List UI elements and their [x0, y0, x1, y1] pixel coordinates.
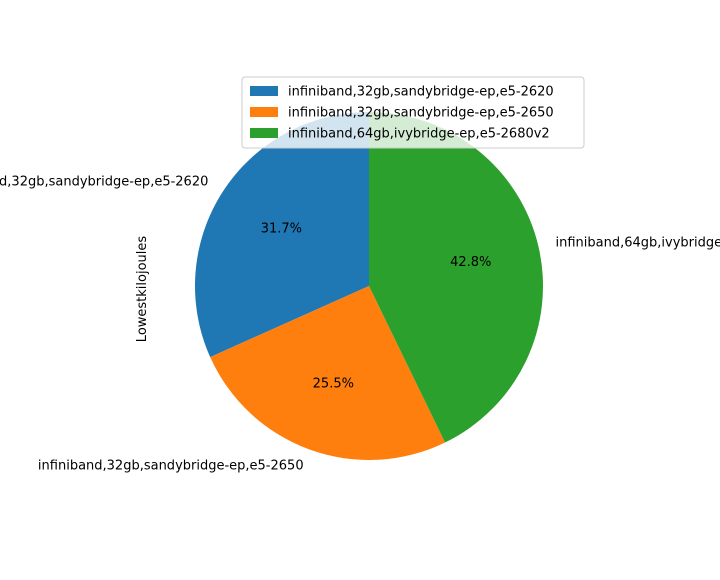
- legend-frame: [241, 76, 585, 149]
- slice-label: infiniband,32gb,sandybridge-ep,e5-2650: [38, 458, 304, 473]
- slice-labels: infiniband,32gb,sandybridge-ep,e5-2620 in…: [0, 174, 720, 473]
- percent-label: 42.8%: [450, 255, 491, 270]
- legend-entry: infiniband,32gb,sandybridge-ep,e5-2620: [288, 85, 554, 100]
- percent-label: 31.7%: [261, 222, 302, 237]
- pie-slice-3: [369, 112, 543, 443]
- y-axis-label: Lowestkilojoules: [135, 236, 150, 343]
- percent-label: 25.5%: [313, 377, 354, 392]
- legend-swatch: [250, 86, 278, 96]
- pie-slice-1: [194, 112, 369, 358]
- legend-swatch: [250, 107, 278, 117]
- legend-entry: infiniband,32gb,sandybridge-ep,e5-2650: [288, 106, 554, 121]
- legend: infiniband,32gb,sandybridge-ep,e5-2620 in…: [241, 76, 585, 149]
- slice-label: infiniband,32gb,sandybridge-ep,e5-2620: [0, 174, 208, 189]
- percent-labels: 31.7% 25.5% 42.8%: [261, 222, 492, 392]
- pie-slices: [194, 112, 543, 460]
- pie-slice-2: [210, 286, 446, 460]
- legend-swatch: [250, 128, 278, 138]
- slice-label: infiniband,64gb,ivybridge-ep,e5-2680v2: [556, 236, 720, 251]
- legend-entry: infiniband,64gb,ivybridge-ep,e5-2680v2: [288, 127, 550, 142]
